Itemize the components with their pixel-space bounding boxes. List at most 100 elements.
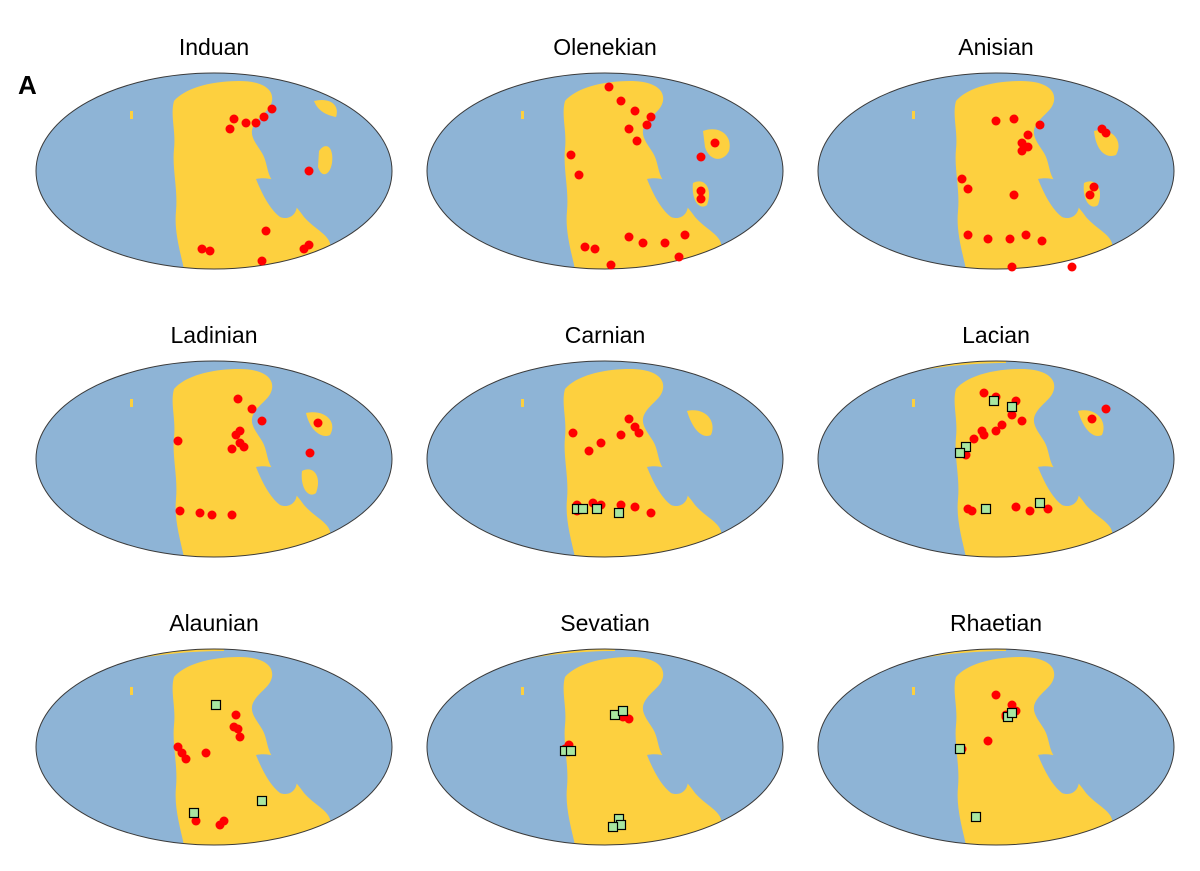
red-occurrence-point	[696, 194, 706, 204]
small-island	[521, 687, 524, 695]
tethys-inlet	[256, 466, 297, 507]
red-occurrence-point	[616, 96, 626, 106]
land-layer	[912, 81, 1119, 269]
red-occurrence-point	[247, 404, 257, 414]
tethys-inlet	[1038, 178, 1079, 219]
red-occurrence-point	[660, 238, 670, 248]
small-island	[521, 399, 524, 407]
island-landmass	[1094, 130, 1119, 156]
land-layer	[130, 369, 333, 557]
red-occurrence-point	[1007, 262, 1017, 272]
red-occurrence-point	[304, 166, 314, 176]
green-square-occurrence	[980, 503, 992, 515]
red-occurrence-point	[1037, 236, 1047, 246]
red-occurrence-point	[674, 252, 684, 262]
map-title: Olenekian	[553, 34, 657, 60]
green-square-occurrence	[256, 795, 268, 807]
map-canvas	[35, 72, 393, 270]
map-canvas	[426, 72, 784, 270]
red-occurrence-point	[979, 388, 989, 398]
red-occurrence-point	[710, 138, 720, 148]
red-occurrence-point	[1023, 142, 1033, 152]
tethys-inlet	[1038, 466, 1079, 507]
red-occurrence-point	[624, 124, 634, 134]
island-landmass	[687, 410, 713, 436]
green-square-occurrence	[617, 705, 629, 717]
green-square-occurrence	[954, 447, 966, 459]
small-island	[130, 687, 133, 695]
map-title: Ladinian	[170, 322, 258, 348]
island-landmass	[314, 99, 337, 117]
red-occurrence-point	[630, 106, 640, 116]
red-occurrence-point	[233, 394, 243, 404]
globe-outline	[817, 72, 1175, 270]
map-canvas	[817, 72, 1175, 272]
red-occurrence-point	[696, 186, 706, 196]
map-olenekian: Olenekian	[425, 33, 785, 293]
green-square-occurrence	[970, 811, 982, 823]
red-occurrence-point	[1009, 190, 1019, 200]
red-occurrence-point	[1043, 504, 1053, 514]
green-square-occurrence	[954, 743, 966, 755]
red-occurrence-point	[566, 150, 576, 160]
red-occurrence-point	[231, 710, 241, 720]
green-square-occurrence	[577, 503, 589, 515]
red-occurrence-point	[251, 118, 261, 128]
red-occurrence-point	[624, 232, 634, 242]
red-occurrence-point	[259, 112, 269, 122]
red-occurrence-point	[1005, 234, 1015, 244]
red-occurrence-point	[201, 748, 211, 758]
map-sevatian: Sevatian	[425, 609, 785, 869]
small-island	[521, 111, 524, 119]
map-title: Sevatian	[560, 610, 650, 636]
red-occurrence-point	[632, 136, 642, 146]
pangea-landmass	[954, 657, 1113, 845]
red-occurrence-point	[1085, 190, 1095, 200]
globe-outline	[426, 360, 784, 558]
red-occurrence-point	[313, 418, 323, 428]
map-title: Anisian	[958, 34, 1034, 60]
green-square-occurrence	[988, 395, 1000, 407]
red-occurrence-point	[1101, 128, 1111, 138]
red-occurrence-point	[175, 506, 185, 516]
red-occurrence-point	[261, 226, 271, 236]
island-landmass	[301, 469, 319, 495]
red-occurrence-point	[1101, 404, 1111, 414]
red-occurrence-point	[215, 820, 225, 830]
red-occurrence-point	[957, 174, 967, 184]
red-occurrence-point	[195, 508, 205, 518]
small-island	[130, 111, 133, 119]
red-occurrence-point	[233, 724, 243, 734]
land-layer	[521, 81, 730, 269]
red-occurrence-point	[646, 112, 656, 122]
red-occurrence-point	[304, 240, 314, 250]
red-occurrence-point	[1009, 114, 1019, 124]
map-title: Carnian	[564, 322, 646, 348]
pangea-landmass	[954, 369, 1113, 557]
red-occurrence-point	[205, 246, 215, 256]
globe-outline	[35, 648, 393, 846]
red-occurrence-point	[207, 510, 217, 520]
red-occurrence-point	[991, 690, 1001, 700]
map-canvas	[35, 360, 393, 558]
green-square-occurrence	[607, 821, 619, 833]
green-square-occurrence	[210, 699, 222, 711]
red-occurrence-point	[967, 506, 977, 516]
red-occurrence-point	[1007, 410, 1017, 420]
pangea-landmass	[172, 81, 331, 269]
red-occurrence-point	[231, 430, 241, 440]
red-occurrence-point	[1067, 262, 1077, 272]
red-occurrence-point	[584, 446, 594, 456]
green-square-occurrence	[565, 745, 577, 757]
red-occurrence-point	[646, 508, 656, 518]
red-occurrence-point	[235, 732, 245, 742]
red-occurrence-point	[983, 234, 993, 244]
red-occurrence-point	[624, 414, 634, 424]
red-occurrence-point	[963, 184, 973, 194]
small-island	[912, 399, 915, 407]
red-occurrence-point	[606, 260, 616, 270]
red-occurrence-point	[568, 428, 578, 438]
red-occurrence-point	[574, 170, 584, 180]
tethys-inlet	[647, 466, 688, 507]
